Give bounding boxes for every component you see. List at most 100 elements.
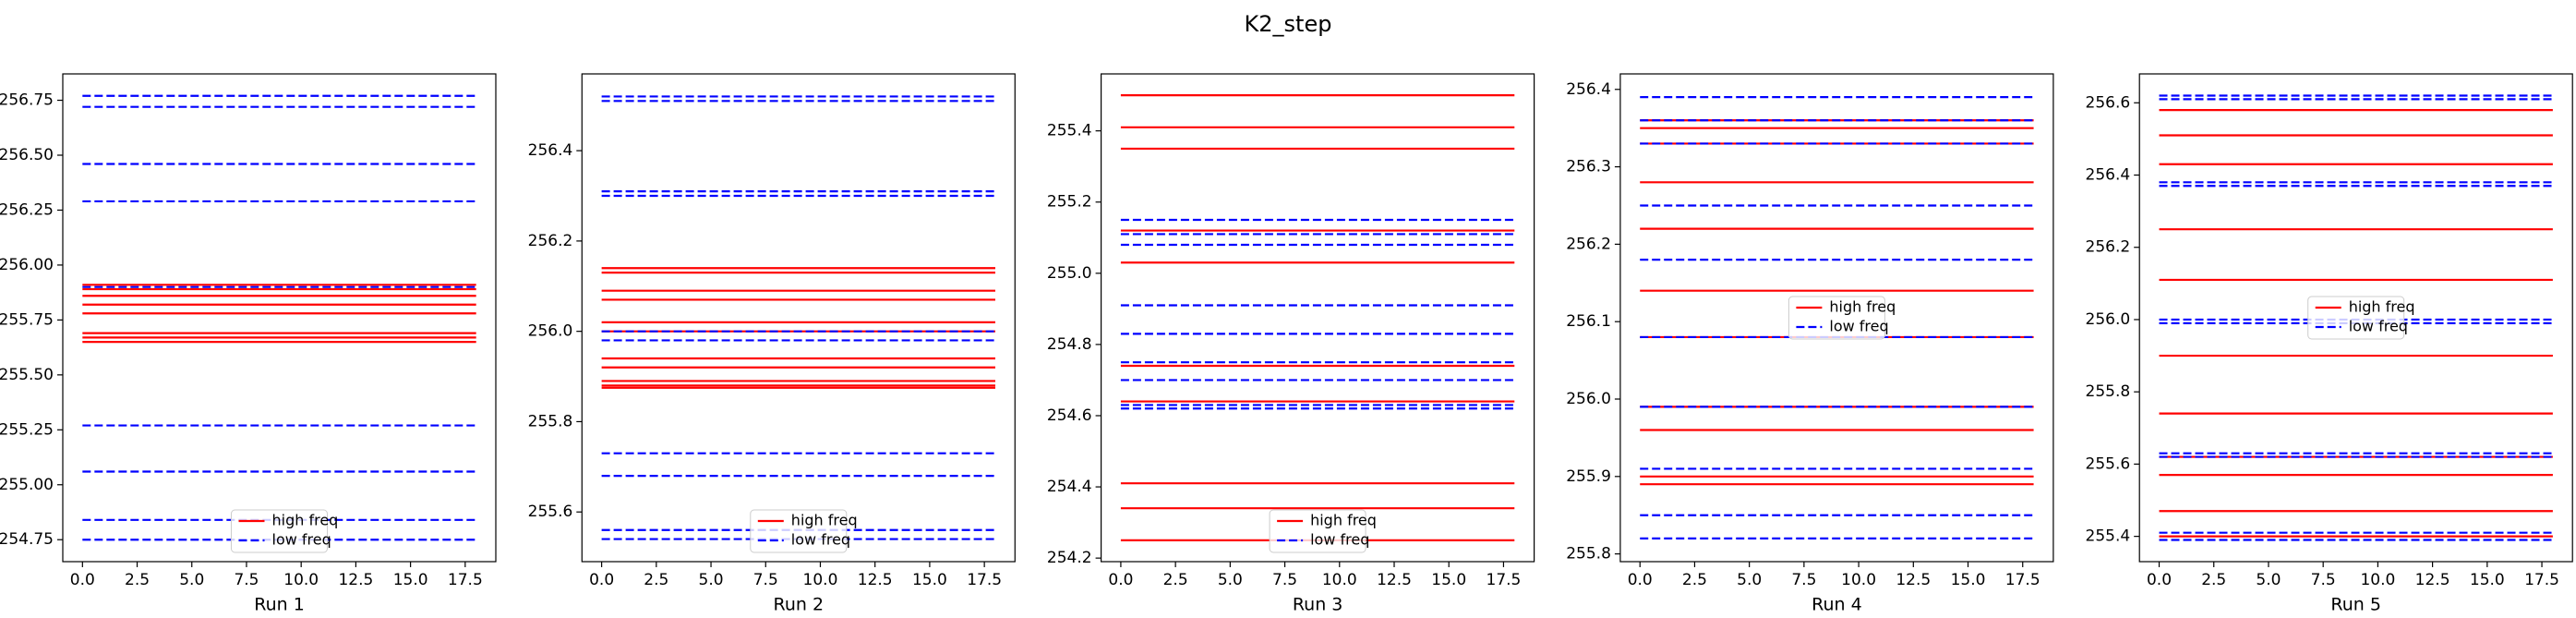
x-tick-label: 2.5 — [644, 571, 668, 589]
y-tick-label: 255.6 — [528, 503, 573, 521]
x-tick-label: 12.5 — [1377, 571, 1412, 589]
y-tick-label: 256.2 — [2086, 238, 2131, 257]
x-tick-label: 10.0 — [803, 571, 838, 589]
subplot: 255.6 255.8 256.0 256.2 256.4 0.0 2.5 5.0 7.5 10.… — [528, 73, 1016, 615]
x-tick-label: 7.5 — [1791, 571, 1816, 589]
x-tick-label: 0.0 — [1628, 571, 1653, 589]
x-tick-label: 15.0 — [1431, 571, 1466, 589]
axes-frame — [1619, 73, 2054, 563]
x-tick-label: 5.0 — [2256, 571, 2281, 589]
y-tick-label: 256.6 — [2086, 93, 2131, 112]
x-axis-label: Run 4 — [1812, 595, 1862, 615]
x-tick-label: 7.5 — [753, 571, 778, 589]
x-tick-label: 12.5 — [2415, 571, 2450, 589]
x-tick-label: 15.0 — [1951, 571, 1986, 589]
subplot: 255.8 255.9 256.0 256.1 256.2 256.3 256.4 0.0 2.… — [1566, 73, 2054, 615]
y-tick-label: 256.2 — [1566, 235, 1611, 253]
axes-frame — [1100, 73, 1535, 563]
y-tick-label: 256.00 — [0, 256, 54, 274]
legend-label: high freq — [2349, 298, 2415, 316]
x-tick-label: 17.5 — [1487, 571, 1522, 589]
x-tick-label: 17.5 — [2524, 571, 2559, 589]
y-tick-label: 255.9 — [1566, 467, 1611, 486]
legend-label: high freq — [1829, 298, 1896, 316]
y-tick-label: 256.0 — [528, 322, 573, 341]
y-tick-label: 254.8 — [1047, 335, 1092, 354]
legend-label: low freq — [2349, 318, 2408, 335]
x-tick-label: 5.0 — [179, 571, 204, 589]
y-tick-label: 255.75 — [0, 310, 54, 329]
x-tick-label: 2.5 — [1682, 571, 1707, 589]
x-tick-label: 12.5 — [858, 571, 893, 589]
x-tick-label: 2.5 — [1163, 571, 1188, 589]
legend-label: low freq — [791, 531, 850, 549]
y-tick-label: 256.0 — [1566, 390, 1611, 408]
y-tick-label: 256.4 — [1566, 80, 1611, 99]
y-tick-label: 256.0 — [2086, 310, 2131, 329]
x-tick-label: 17.5 — [448, 571, 483, 589]
x-axis-label: Run 5 — [2330, 595, 2381, 615]
legend-label: low freq — [1829, 318, 1888, 335]
x-tick-label: 7.5 — [2311, 571, 2336, 589]
x-tick-label: 0.0 — [2147, 571, 2172, 589]
y-tick-label: 255.25 — [0, 420, 54, 439]
y-tick-label: 254.6 — [1047, 406, 1092, 425]
y-tick-label: 256.4 — [528, 141, 573, 160]
y-tick-label: 254.4 — [1047, 478, 1092, 496]
y-tick-label: 255.4 — [2086, 527, 2131, 546]
x-tick-label: 15.0 — [393, 571, 428, 589]
axes-frame — [581, 73, 1016, 563]
x-axis-label: Run 1 — [254, 595, 305, 615]
y-tick-label: 256.4 — [2086, 166, 2131, 185]
x-tick-label: 5.0 — [1218, 571, 1243, 589]
x-tick-label: 12.5 — [1896, 571, 1931, 589]
x-tick-label: 10.0 — [283, 571, 319, 589]
x-tick-label: 15.0 — [2470, 571, 2505, 589]
y-tick-label: 254.75 — [0, 530, 54, 549]
legend-label: high freq — [1310, 512, 1377, 529]
subplot: 255.4 255.6 255.8 256.0 256.2 256.4 256.6 0.0 2.… — [2086, 73, 2573, 615]
x-tick-label: 10.0 — [1841, 571, 1876, 589]
y-tick-label: 256.25 — [0, 200, 54, 219]
legend-label: low freq — [272, 531, 331, 549]
y-tick-label: 255.6 — [2086, 454, 2131, 473]
subplot: 254.75 255.00 255.25 255.50 255.75 256.00 256.… — [0, 73, 497, 615]
y-tick-label: 255.4 — [1047, 122, 1092, 140]
y-tick-label: 256.1 — [1566, 312, 1611, 331]
legend-label: high freq — [791, 512, 858, 529]
x-tick-label: 10.0 — [1322, 571, 1357, 589]
x-tick-label: 15.0 — [912, 571, 947, 589]
y-tick-label: 256.3 — [1566, 158, 1611, 176]
x-tick-label: 7.5 — [234, 571, 259, 589]
subplot: 254.2 254.4 254.6 254.8 255.0 255.2 255.4 0.0 2.… — [1047, 73, 1535, 615]
y-tick-label: 255.00 — [0, 476, 54, 494]
y-tick-label: 254.2 — [1047, 549, 1092, 567]
x-tick-label: 7.5 — [1272, 571, 1297, 589]
x-tick-label: 5.0 — [699, 571, 724, 589]
y-tick-label: 255.2 — [1047, 193, 1092, 212]
legend-label: low freq — [1310, 531, 1369, 549]
y-tick-label: 256.50 — [0, 146, 54, 164]
x-axis-label: Run 2 — [774, 595, 825, 615]
x-tick-label: 0.0 — [70, 571, 95, 589]
y-tick-label: 255.0 — [1047, 264, 1092, 283]
x-tick-label: 10.0 — [2360, 571, 2395, 589]
x-tick-label: 0.0 — [589, 571, 614, 589]
legend-label: high freq — [272, 512, 339, 529]
y-tick-label: 256.75 — [0, 91, 54, 110]
x-tick-label: 2.5 — [2201, 571, 2226, 589]
y-tick-label: 255.50 — [0, 366, 54, 384]
x-axis-label: Run 3 — [1293, 595, 1343, 615]
x-tick-label: 12.5 — [338, 571, 373, 589]
x-tick-label: 17.5 — [967, 571, 1002, 589]
y-tick-label: 255.8 — [528, 412, 573, 430]
x-tick-label: 5.0 — [1737, 571, 1762, 589]
axes-frame — [62, 73, 497, 563]
x-tick-label: 2.5 — [125, 571, 150, 589]
figure-title: K2_step — [1245, 11, 1332, 37]
y-tick-label: 255.8 — [2086, 382, 2131, 401]
x-tick-label: 0.0 — [1108, 571, 1133, 589]
y-tick-label: 255.8 — [1566, 545, 1611, 563]
x-tick-label: 17.5 — [2005, 571, 2040, 589]
